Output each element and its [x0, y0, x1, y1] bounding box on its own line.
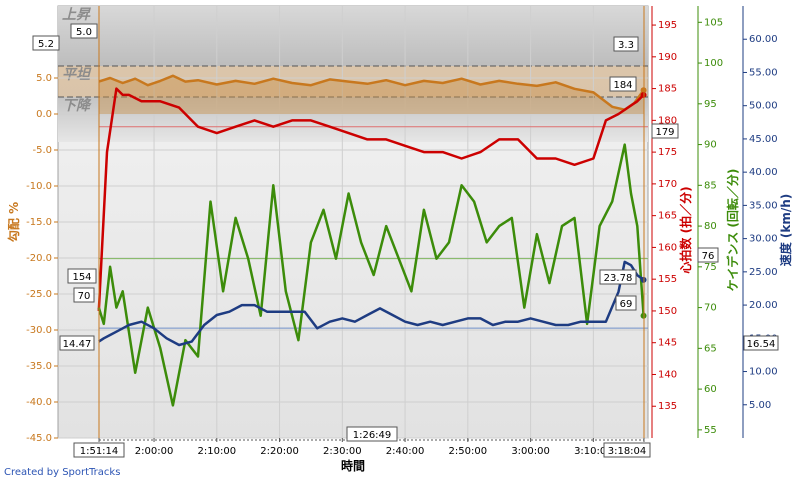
- speed-tick-label: 10.00: [749, 367, 778, 378]
- gradient-tick-label: 0.0: [36, 109, 52, 120]
- box-grad-start: 5.0: [76, 27, 92, 38]
- x-tick-label: 2:30:00: [323, 446, 362, 457]
- heartrate-tick-label: 190: [658, 52, 677, 63]
- x-tick-label: 2:40:00: [386, 446, 425, 457]
- x-tick-label: 2:20:00: [260, 446, 299, 457]
- speed-tick-label: 45.00: [749, 134, 778, 145]
- zone-label-up: 上昇: [62, 7, 91, 23]
- speed-tick-label: 50.00: [749, 101, 778, 112]
- cadence-tick-label: 55: [704, 425, 717, 436]
- heartrate-tick-label: 155: [658, 274, 677, 285]
- x-tick-label: 3:10:00: [574, 446, 613, 457]
- gradient-tick-label: -45.0: [26, 433, 52, 444]
- box-spd-start: 14.47: [63, 339, 92, 350]
- cadence-tick-label: 65: [704, 343, 717, 354]
- cadence-tick-label: 80: [704, 221, 717, 232]
- gradient-tick-label: -25.0: [26, 289, 52, 300]
- speed-tick-label: 40.00: [749, 167, 778, 178]
- box-cad-end: 76: [702, 251, 715, 262]
- speed-tick-label: 5.00: [749, 400, 771, 411]
- cadence-tick-label: 70: [704, 303, 717, 314]
- x-tick-label: 2:10:00: [198, 446, 237, 457]
- gradient-tick-label: -40.0: [26, 397, 52, 408]
- heartrate-axis-title: 心拍数 (拍／分): [678, 186, 693, 273]
- heartrate-tick-label: 185: [658, 84, 677, 95]
- zone-up-band: [58, 6, 648, 66]
- speed-tick-label: 30.00: [749, 234, 778, 245]
- box-cad-end2: 69: [620, 299, 633, 310]
- heartrate-tick-label: 150: [658, 306, 677, 317]
- cadence-tick-label: 85: [704, 180, 717, 191]
- footer-credit: Created by SportTracks: [4, 467, 120, 478]
- speed-tick-label: 20.00: [749, 300, 778, 311]
- series-line-cadence: [97, 143, 645, 407]
- cadence-tick-label: 100: [704, 58, 723, 69]
- heartrate-tick-label: 145: [658, 338, 677, 349]
- x-tick-label: 3:00:00: [511, 446, 550, 457]
- cadence-tick-label: 105: [704, 17, 723, 28]
- cadence-axis-title: ケイデンス (回転／分): [725, 169, 740, 292]
- cadence-tick-label: 75: [704, 262, 717, 273]
- value-boxes: 5.2 5.0 3.3 184 179 154 70 76 69 14.47 2…: [32, 23, 779, 458]
- heartrate-tick-label: 160: [658, 242, 677, 253]
- series-line-gradient: [98, 74, 645, 111]
- speed-tick-label: 55.00: [749, 67, 778, 78]
- series-line-speed: [98, 260, 645, 347]
- gradient-tick-label: -5.0: [32, 145, 52, 156]
- speed-tick-label: 60.00: [749, 34, 778, 45]
- gradient-tick-label: -10.0: [26, 181, 52, 192]
- gradient-axis-title: 勾配 %: [6, 202, 21, 242]
- gradient-tick-label: -15.0: [26, 217, 52, 228]
- box-x-start: 1:51:14: [80, 446, 119, 457]
- x-tick-label: 2:50:00: [449, 446, 488, 457]
- series-layer: [97, 74, 647, 407]
- box-grad-left: 5.2: [38, 39, 54, 50]
- zone-label-flat: 平坦: [62, 67, 92, 83]
- heartrate-tick-label: 165: [658, 211, 677, 222]
- grid: [58, 6, 648, 439]
- gradient-tick-label: 5.0: [36, 73, 52, 84]
- average-lines: [99, 126, 648, 329]
- cadence-axis-ticks: 55 60 65 70 75 80 85 90 95 100 105: [698, 17, 723, 436]
- speed-axis-ticks: 5.0010.0015.0020.0025.0030.0035.0040.004…: [743, 34, 778, 411]
- gradient-tick-label: -30.0: [26, 325, 52, 336]
- x-tick-label: 2:00:00: [135, 446, 174, 457]
- box-hr-avg: 179: [655, 127, 674, 138]
- cadence-tick-label: 95: [704, 99, 717, 110]
- heartrate-tick-label: 195: [658, 20, 677, 31]
- box-grad-end: 3.3: [618, 40, 634, 51]
- series-line-heartrate: [97, 87, 645, 311]
- x-axis-ticks: 2:00:00 2:10:00 2:20:00 2:30:00 2:40:00 2:50:…: [98, 438, 645, 457]
- speed-axis-title: 速度 (km/h): [778, 194, 793, 267]
- heartrate-tick-label: 180: [658, 115, 677, 126]
- box-cad-start: 154: [72, 272, 91, 283]
- gradient-axis-ticks: 5.0 0.0 -5.0 -10.0 -15.0 -20.0 -25.0 -30.0 -35.0…: [26, 73, 58, 444]
- gradient-tick-label: -20.0: [26, 253, 52, 264]
- box-duration: 1:26:49: [353, 430, 392, 441]
- zone-label-down: 下降: [62, 97, 92, 114]
- box-x-end: 3:18:04: [608, 446, 647, 457]
- gradient-tick-label: -35.0: [26, 361, 52, 372]
- box-spd-end: 23.78: [604, 273, 633, 284]
- x-axis-title: 時間: [341, 458, 365, 473]
- heartrate-tick-label: 140: [658, 369, 677, 380]
- heartrate-tick-label: 135: [658, 401, 677, 412]
- series-area-gradient: [98, 75, 644, 114]
- cadence-tick-label: 60: [704, 384, 717, 395]
- box-spd-avg: 16.54: [747, 339, 776, 350]
- box-hr-end: 184: [613, 80, 632, 91]
- speed-tick-label: 25.00: [749, 267, 778, 278]
- cadence-tick-label: 90: [704, 140, 717, 151]
- heartrate-tick-label: 170: [658, 179, 677, 190]
- box-cad-start2: 70: [78, 291, 91, 302]
- heartrate-axis-ticks: 135 140 145 150 155 160 165 170 175 180 185 190 195: [652, 20, 677, 412]
- heartrate-tick-label: 175: [658, 147, 677, 158]
- speed-tick-label: 35.00: [749, 200, 778, 211]
